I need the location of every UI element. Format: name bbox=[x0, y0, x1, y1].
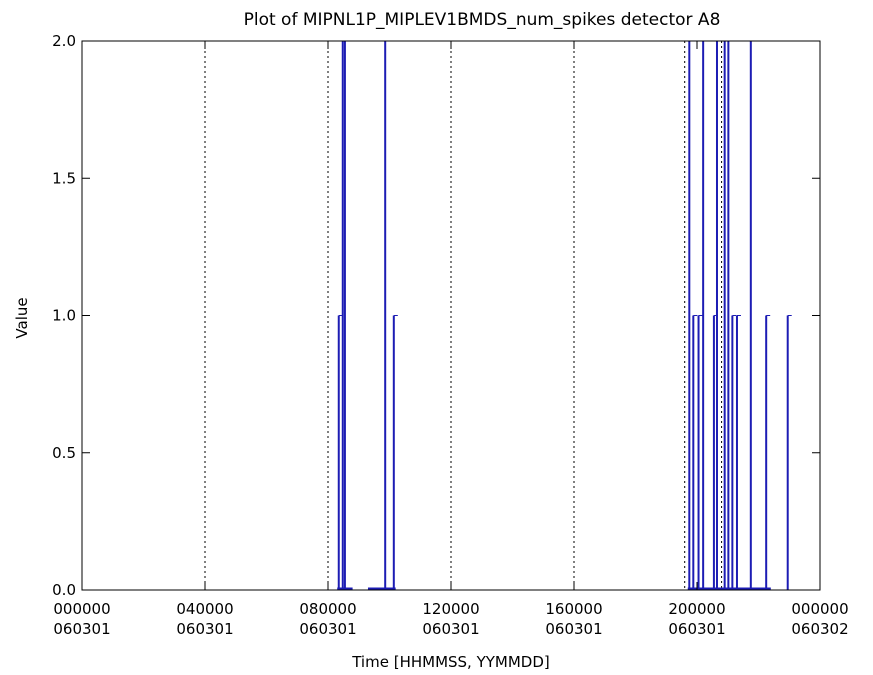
x-tick-label-date: 060301 bbox=[545, 620, 602, 638]
x-tick-label-time: 200000 bbox=[668, 600, 725, 618]
x-tick-label-date: 060301 bbox=[176, 620, 233, 638]
x-axis: 000000 060301 040000 060301 080000 060301 1200… bbox=[53, 41, 849, 638]
x-tick-label-date: 060301 bbox=[668, 620, 725, 638]
y-tick-label: 0.0 bbox=[52, 581, 76, 599]
plot-area bbox=[204, 41, 792, 591]
x-tick-label-date: 060301 bbox=[299, 620, 356, 638]
y-tick-label: 0.5 bbox=[52, 444, 76, 462]
x-tick-label-time: 000000 bbox=[53, 600, 110, 618]
x-tick-label-time: 040000 bbox=[176, 600, 233, 618]
x-tick-label-time: 160000 bbox=[545, 600, 602, 618]
x-tick-label-time: 120000 bbox=[422, 600, 479, 618]
x-tick-label-date: 060302 bbox=[791, 620, 848, 638]
y-tick-label: 2.0 bbox=[52, 32, 76, 50]
chart-title: Plot of MIPNL1P_MIPLEV1BMDS_num_spikes d… bbox=[244, 10, 721, 30]
x-tick-label-date: 060301 bbox=[422, 620, 479, 638]
y-tick-label: 1.5 bbox=[52, 169, 76, 187]
y-tick-label: 1.0 bbox=[52, 307, 76, 325]
x-axis-label: Time [HHMMSS, YYMMDD] bbox=[351, 653, 550, 671]
x-tick-label-time: 000000 bbox=[791, 600, 848, 618]
x-tick-label-date: 060301 bbox=[53, 620, 110, 638]
y-axis: 0.0 0.5 1.0 1.5 2.0 bbox=[52, 32, 820, 599]
x-tick-label-time: 080000 bbox=[299, 600, 356, 618]
y-axis-label: Value bbox=[13, 297, 31, 338]
